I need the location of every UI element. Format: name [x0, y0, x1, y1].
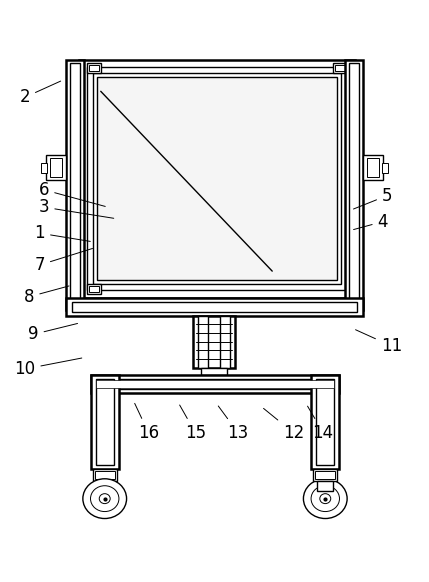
Bar: [313, 469, 337, 481]
Text: 5: 5: [353, 187, 393, 209]
Text: 10: 10: [14, 358, 82, 378]
Text: 13: 13: [218, 406, 248, 442]
Bar: [97, 77, 337, 280]
Bar: [96, 381, 334, 388]
Bar: [363, 155, 383, 180]
Bar: [89, 286, 99, 292]
Bar: [91, 375, 339, 393]
Bar: [317, 481, 333, 491]
Bar: [349, 63, 359, 306]
Bar: [93, 73, 341, 284]
Ellipse shape: [311, 486, 339, 512]
Bar: [198, 316, 208, 367]
Text: 15: 15: [180, 405, 206, 442]
Ellipse shape: [303, 479, 347, 519]
Bar: [87, 284, 101, 294]
Bar: [79, 59, 355, 298]
Bar: [87, 63, 101, 73]
Bar: [72, 302, 357, 312]
Bar: [382, 162, 388, 172]
Bar: [193, 316, 235, 367]
Bar: [220, 316, 230, 367]
Bar: [311, 375, 339, 469]
Bar: [41, 162, 47, 172]
Bar: [96, 379, 334, 389]
Bar: [87, 68, 347, 290]
Bar: [89, 65, 99, 72]
Text: 11: 11: [356, 330, 402, 355]
Bar: [316, 379, 334, 465]
Ellipse shape: [91, 486, 119, 512]
Bar: [50, 158, 62, 178]
Bar: [97, 481, 113, 491]
Bar: [66, 59, 84, 310]
Bar: [96, 379, 114, 465]
Text: 9: 9: [28, 324, 78, 343]
Text: 1: 1: [34, 224, 90, 242]
Ellipse shape: [83, 479, 127, 519]
Text: 12: 12: [263, 409, 304, 442]
Bar: [46, 155, 66, 180]
Bar: [95, 471, 115, 479]
Ellipse shape: [320, 494, 331, 503]
Bar: [66, 298, 363, 316]
Bar: [335, 65, 345, 72]
Bar: [315, 471, 335, 479]
Bar: [345, 59, 363, 310]
Text: 14: 14: [308, 406, 334, 442]
Ellipse shape: [99, 494, 110, 503]
Bar: [91, 375, 119, 469]
Text: 3: 3: [39, 198, 114, 218]
Text: 6: 6: [39, 181, 105, 207]
Text: 16: 16: [135, 403, 159, 442]
Text: 8: 8: [24, 286, 69, 306]
Text: 2: 2: [19, 81, 60, 107]
Bar: [367, 158, 379, 178]
Bar: [201, 367, 227, 375]
Bar: [93, 469, 117, 481]
Text: 4: 4: [353, 212, 388, 230]
Text: 7: 7: [34, 249, 93, 274]
Bar: [333, 63, 347, 73]
Bar: [70, 63, 80, 306]
